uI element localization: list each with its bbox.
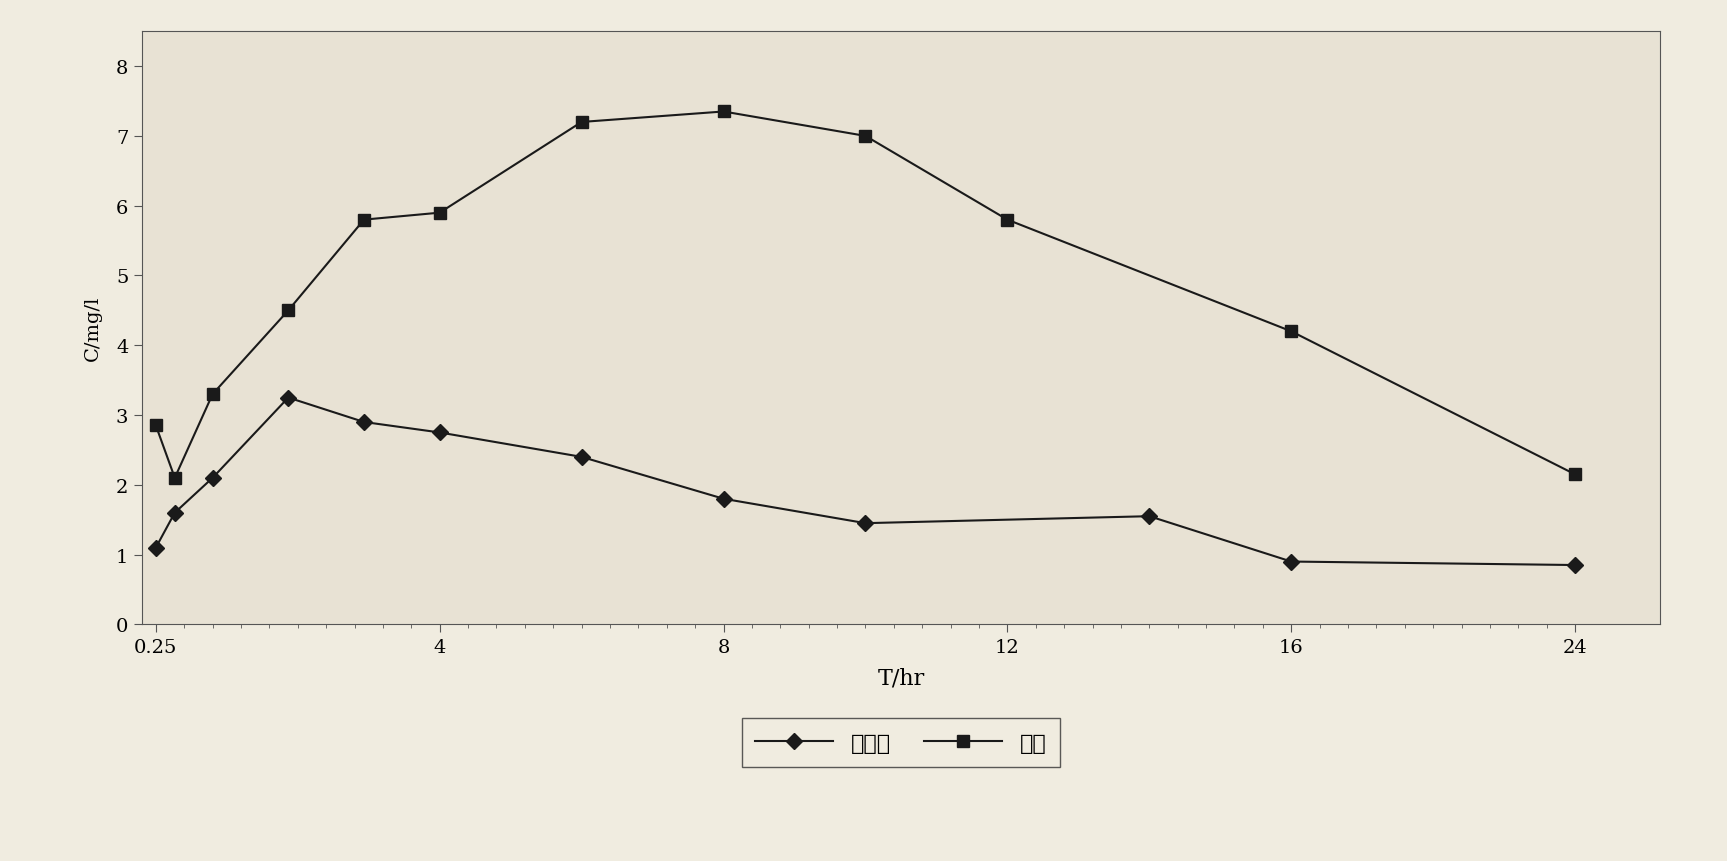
水溶液	[278, 393, 299, 403]
Y-axis label: C/mg/l: C/mg/l	[85, 296, 102, 361]
微乳	[572, 118, 592, 128]
Legend: 水溶液, 微乳: 水溶液, 微乳	[743, 719, 1060, 767]
Line: 微乳: 微乳	[150, 107, 1580, 484]
水溶液	[1565, 561, 1585, 571]
微乳	[145, 421, 166, 431]
水溶液	[1138, 511, 1159, 522]
微乳	[430, 208, 451, 219]
微乳	[278, 306, 299, 316]
水溶液	[354, 418, 375, 428]
水溶液	[145, 542, 166, 553]
微乳	[164, 473, 185, 483]
水溶液	[572, 452, 592, 462]
水溶液	[164, 508, 185, 518]
Line: 水溶液: 水溶液	[150, 393, 1580, 571]
水溶液	[713, 494, 734, 505]
水溶液	[855, 518, 876, 529]
微乳	[202, 389, 223, 400]
微乳	[1281, 326, 1302, 337]
微乳	[1565, 469, 1585, 480]
水溶液	[202, 473, 223, 483]
X-axis label: T/hr: T/hr	[877, 667, 924, 689]
水溶液	[1281, 557, 1302, 567]
微乳	[855, 132, 876, 142]
微乳	[354, 215, 375, 226]
水溶液	[430, 428, 451, 438]
微乳	[713, 107, 734, 117]
微乳	[996, 215, 1017, 226]
